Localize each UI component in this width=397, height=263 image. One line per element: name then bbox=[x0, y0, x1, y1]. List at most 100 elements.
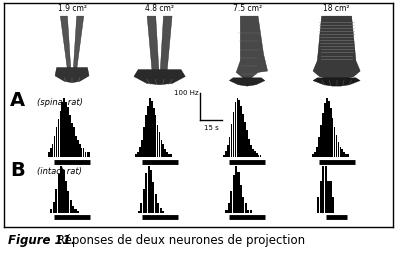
Bar bbox=[335, 135, 337, 157]
Bar bbox=[345, 154, 347, 157]
Bar bbox=[245, 204, 247, 213]
Bar bbox=[229, 136, 231, 157]
Text: 15 s: 15 s bbox=[204, 125, 218, 131]
Bar bbox=[244, 122, 246, 157]
Bar bbox=[160, 140, 162, 157]
Polygon shape bbox=[134, 70, 185, 85]
Bar bbox=[75, 209, 77, 213]
Bar bbox=[157, 204, 159, 213]
Bar bbox=[326, 98, 328, 157]
Bar bbox=[332, 118, 333, 157]
Text: Réponses de deux neurones de projection: Réponses de deux neurones de projection bbox=[57, 234, 305, 247]
Bar bbox=[237, 98, 238, 157]
Bar bbox=[339, 147, 341, 157]
Bar bbox=[250, 145, 252, 157]
Bar bbox=[314, 152, 316, 157]
Bar bbox=[223, 155, 225, 157]
Bar bbox=[83, 148, 85, 157]
Bar bbox=[256, 153, 258, 157]
Bar bbox=[145, 173, 147, 213]
Bar bbox=[237, 172, 240, 213]
Bar bbox=[72, 206, 74, 213]
Bar bbox=[235, 166, 237, 213]
Bar bbox=[230, 191, 232, 213]
Bar bbox=[75, 136, 77, 157]
Bar bbox=[62, 170, 65, 213]
Bar bbox=[247, 210, 249, 213]
Bar bbox=[325, 166, 327, 213]
Polygon shape bbox=[229, 78, 265, 86]
Bar bbox=[79, 144, 81, 157]
Bar bbox=[77, 211, 79, 213]
Bar bbox=[248, 139, 250, 157]
Bar bbox=[162, 210, 164, 213]
Text: 1.9 cm²: 1.9 cm² bbox=[58, 4, 87, 13]
Text: 100 Hz: 100 Hz bbox=[174, 90, 198, 96]
Bar bbox=[324, 103, 326, 157]
Bar bbox=[239, 100, 240, 157]
Bar bbox=[55, 189, 57, 213]
Polygon shape bbox=[147, 16, 159, 70]
Bar bbox=[162, 144, 164, 157]
Bar bbox=[73, 128, 75, 157]
Bar bbox=[87, 153, 88, 157]
Bar bbox=[328, 101, 330, 157]
Bar bbox=[343, 152, 345, 157]
Bar bbox=[153, 108, 154, 157]
Bar bbox=[231, 124, 232, 157]
Bar bbox=[233, 175, 235, 213]
Bar bbox=[138, 210, 140, 213]
Bar bbox=[67, 107, 69, 157]
Bar bbox=[228, 204, 230, 213]
Bar bbox=[235, 102, 236, 157]
Bar bbox=[157, 125, 158, 157]
Bar bbox=[143, 128, 145, 157]
Polygon shape bbox=[313, 78, 360, 86]
Bar bbox=[170, 154, 172, 157]
Bar bbox=[258, 155, 260, 157]
Bar bbox=[330, 181, 331, 213]
Text: 18 cm²: 18 cm² bbox=[324, 4, 350, 13]
Bar bbox=[260, 155, 261, 157]
Bar bbox=[320, 181, 322, 213]
Bar bbox=[60, 166, 62, 213]
Text: B: B bbox=[10, 161, 25, 180]
Bar bbox=[225, 151, 227, 157]
Text: 4.8 cm²: 4.8 cm² bbox=[145, 4, 174, 13]
Bar bbox=[242, 114, 244, 157]
Bar bbox=[141, 140, 143, 157]
Bar bbox=[147, 105, 149, 157]
Bar bbox=[240, 106, 242, 157]
Bar bbox=[135, 154, 137, 157]
Bar bbox=[152, 182, 154, 213]
Bar bbox=[242, 197, 245, 213]
Bar bbox=[347, 154, 349, 157]
Text: Figure 11.: Figure 11. bbox=[8, 234, 75, 247]
Bar bbox=[164, 149, 166, 157]
Bar bbox=[332, 197, 334, 213]
Bar bbox=[145, 115, 147, 157]
Bar bbox=[139, 147, 141, 157]
Bar bbox=[159, 132, 160, 157]
Bar bbox=[148, 166, 150, 213]
Bar bbox=[330, 108, 331, 157]
Bar bbox=[168, 154, 170, 157]
Bar bbox=[69, 200, 72, 213]
Bar bbox=[137, 152, 139, 157]
Bar bbox=[151, 101, 152, 157]
Polygon shape bbox=[55, 68, 89, 83]
Bar bbox=[227, 145, 229, 157]
Bar bbox=[318, 137, 320, 157]
Bar bbox=[89, 153, 90, 157]
Bar bbox=[81, 148, 83, 157]
Bar bbox=[320, 125, 322, 157]
Polygon shape bbox=[60, 16, 71, 68]
Bar bbox=[54, 136, 56, 157]
Bar bbox=[62, 102, 63, 157]
Bar bbox=[149, 98, 151, 157]
Bar bbox=[150, 170, 152, 213]
Bar bbox=[250, 210, 252, 213]
Bar bbox=[60, 111, 61, 157]
Bar bbox=[50, 148, 52, 157]
Polygon shape bbox=[236, 16, 268, 78]
